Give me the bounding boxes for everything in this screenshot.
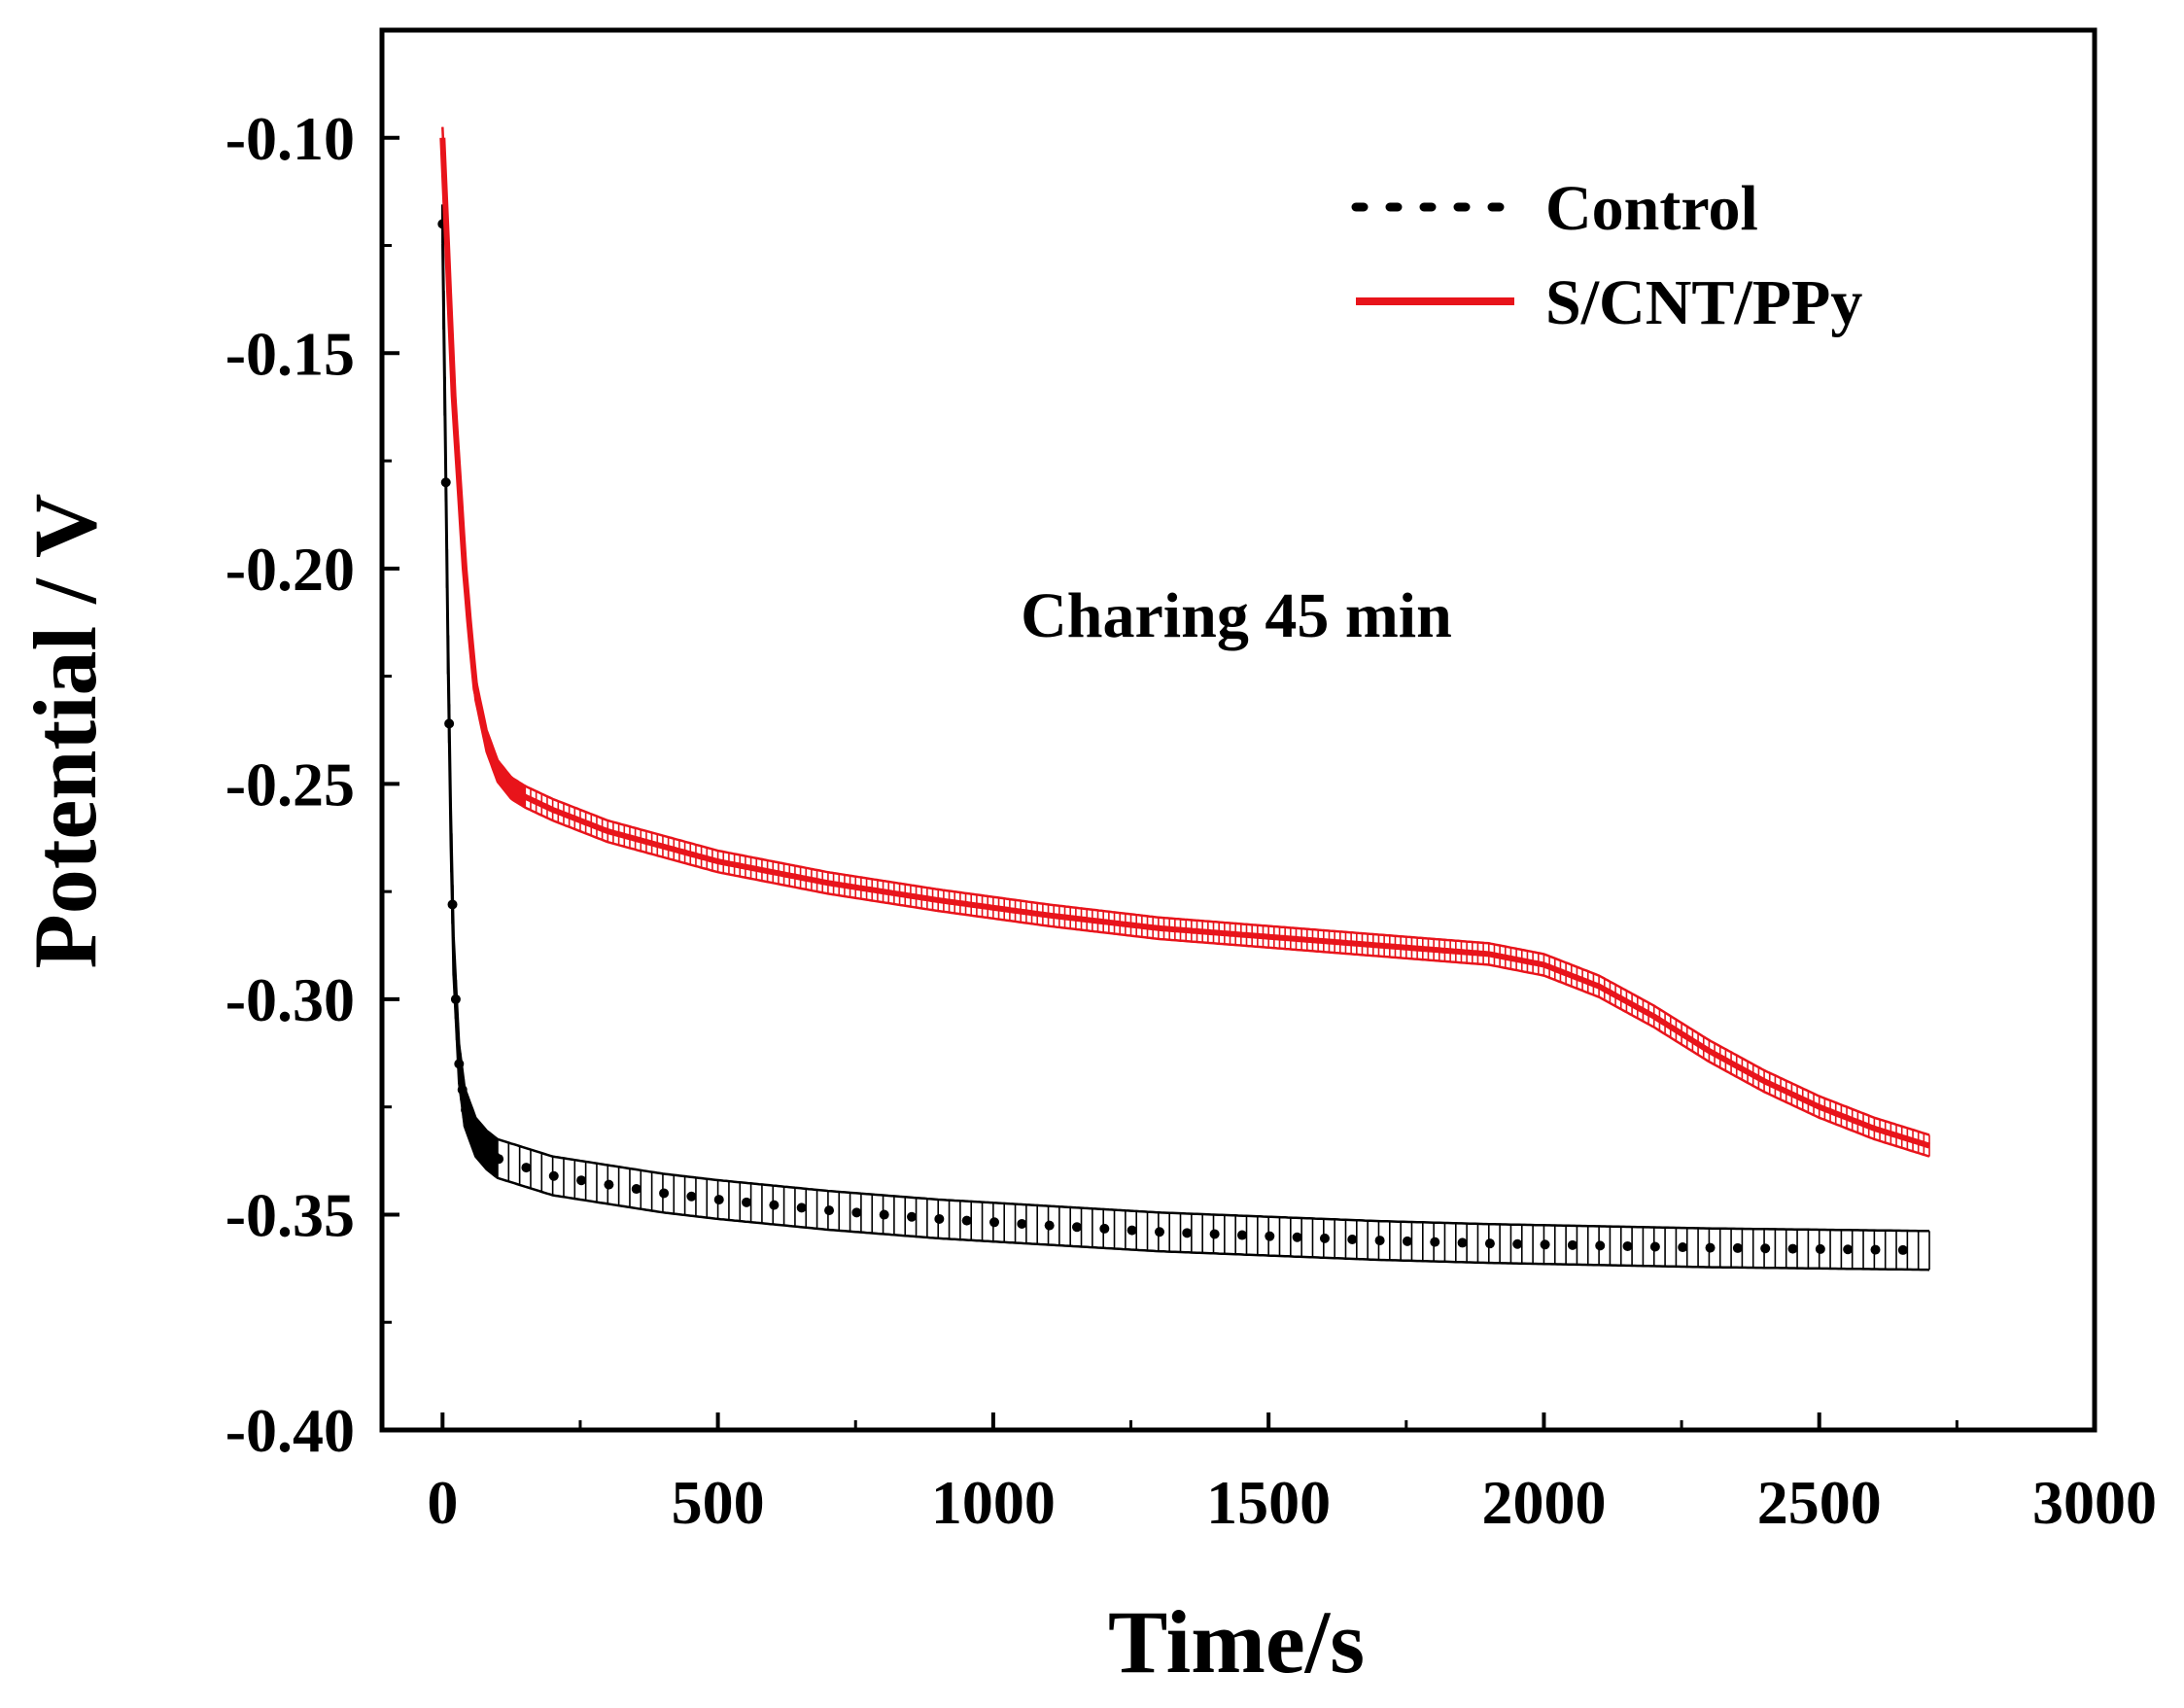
control-point bbox=[1484, 1238, 1495, 1249]
x-tick-label: 2000 bbox=[1481, 1468, 1606, 1537]
control-point bbox=[464, 1114, 474, 1125]
control-point bbox=[1265, 1231, 1275, 1241]
plot-frame bbox=[379, 27, 2097, 1433]
control-point bbox=[1787, 1243, 1798, 1254]
control-point bbox=[1540, 1239, 1550, 1250]
control-point bbox=[1815, 1243, 1825, 1254]
control-point bbox=[713, 1195, 724, 1205]
control-point bbox=[1567, 1239, 1577, 1250]
control-point bbox=[1430, 1237, 1440, 1247]
control-point bbox=[1705, 1242, 1716, 1253]
control-point bbox=[934, 1213, 945, 1224]
plot-area bbox=[437, 126, 1930, 1272]
control-point bbox=[604, 1179, 614, 1190]
control-point bbox=[742, 1197, 752, 1207]
control-point bbox=[769, 1200, 780, 1210]
legend: Control S/CNT/PPy bbox=[1351, 173, 1862, 338]
control-point bbox=[851, 1207, 862, 1218]
control-point bbox=[444, 718, 455, 729]
control-point bbox=[659, 1188, 670, 1199]
control-point bbox=[461, 1104, 471, 1115]
control-point bbox=[1760, 1243, 1771, 1254]
x-tick-label: 3000 bbox=[2032, 1468, 2157, 1537]
x-axis-title: Time/s bbox=[1108, 1592, 1365, 1691]
y-tick-label: -0.20 bbox=[225, 535, 355, 604]
y-tick-label: -0.25 bbox=[225, 749, 355, 819]
y-tick-label: -0.15 bbox=[225, 319, 355, 388]
scntppy-upper-bound bbox=[441, 126, 1930, 1136]
control-point bbox=[1347, 1234, 1358, 1244]
y-tick-label: -0.10 bbox=[225, 104, 355, 173]
control-point bbox=[824, 1205, 835, 1216]
control-point bbox=[454, 1059, 465, 1069]
control-point bbox=[1044, 1220, 1055, 1231]
control-point bbox=[494, 1154, 504, 1165]
control-point bbox=[1512, 1238, 1523, 1249]
control-point bbox=[447, 899, 458, 910]
control-point bbox=[879, 1209, 889, 1220]
control-point bbox=[467, 1123, 477, 1133]
control-point bbox=[1374, 1236, 1385, 1246]
control-point bbox=[1099, 1223, 1110, 1234]
legend-label-scntppy: S/CNT/PPy bbox=[1545, 267, 1862, 338]
series-scntppy bbox=[439, 126, 1930, 1158]
y-tick-label: -0.35 bbox=[225, 1180, 355, 1249]
control-point bbox=[1678, 1242, 1688, 1253]
control-point bbox=[1843, 1244, 1854, 1255]
y-tick-label: -0.40 bbox=[225, 1396, 355, 1465]
control-point bbox=[907, 1211, 918, 1222]
scntppy-lower-bound bbox=[441, 148, 1930, 1158]
x-tick-label: 1000 bbox=[931, 1468, 1056, 1537]
legend-label-control: Control bbox=[1545, 173, 1758, 244]
control-point bbox=[1897, 1244, 1908, 1255]
scntppy-line bbox=[439, 137, 1930, 1149]
control-point bbox=[1154, 1227, 1164, 1237]
control-point bbox=[1870, 1244, 1881, 1255]
control-point bbox=[1732, 1242, 1743, 1253]
control-point bbox=[1622, 1240, 1633, 1251]
control-point bbox=[1595, 1240, 1606, 1251]
axis-tick-labels: 0 500 1000 1500 2000 2500 3000 -0.40 -0.35 -0.30 -… bbox=[225, 104, 2157, 1537]
control-point bbox=[1236, 1230, 1247, 1240]
control-point bbox=[686, 1191, 697, 1202]
x-tick-label: 500 bbox=[672, 1468, 765, 1537]
control-point bbox=[1017, 1218, 1027, 1229]
control-lower-bound bbox=[441, 243, 1930, 1272]
control-point bbox=[521, 1163, 532, 1173]
control-point bbox=[548, 1170, 559, 1181]
control-point bbox=[440, 477, 451, 488]
y-axis-title: Potential / V bbox=[16, 494, 115, 969]
control-point bbox=[1319, 1233, 1330, 1243]
control-point bbox=[1457, 1237, 1468, 1248]
x-tick-label: 0 bbox=[427, 1468, 458, 1537]
control-point bbox=[1209, 1229, 1220, 1239]
control-point bbox=[1402, 1236, 1412, 1246]
control-point bbox=[1071, 1222, 1082, 1233]
control-point bbox=[457, 1084, 468, 1095]
x-tick-label: 2500 bbox=[1757, 1468, 1882, 1537]
y-tick-label: -0.30 bbox=[225, 965, 355, 1034]
control-point bbox=[1292, 1232, 1302, 1242]
axis-ticks bbox=[382, 135, 2097, 1432]
x-tick-label: 1500 bbox=[1206, 1468, 1331, 1537]
control-point bbox=[1649, 1241, 1660, 1252]
control-point bbox=[1127, 1225, 1137, 1236]
control-upper-bound bbox=[441, 204, 1929, 1233]
control-point bbox=[576, 1175, 587, 1186]
chart-annotation: Charing 45 min bbox=[1021, 580, 1452, 651]
control-point bbox=[1182, 1228, 1193, 1238]
control-point bbox=[989, 1217, 1000, 1228]
control-point bbox=[631, 1184, 641, 1195]
control-point bbox=[961, 1215, 972, 1226]
control-point bbox=[796, 1203, 807, 1213]
control-point bbox=[450, 993, 461, 1004]
series-control bbox=[437, 204, 1930, 1272]
